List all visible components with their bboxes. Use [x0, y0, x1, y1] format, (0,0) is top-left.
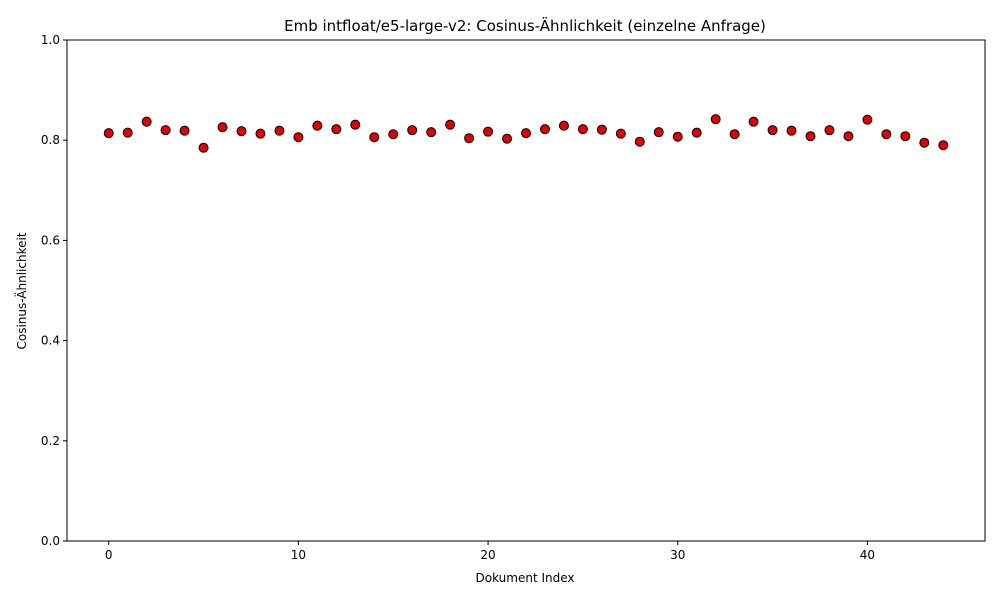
data-point: [539, 124, 550, 135]
data-point: [767, 125, 778, 136]
data-point: [729, 129, 740, 140]
x-tick-label: 20: [480, 548, 495, 562]
data-point: [369, 132, 380, 143]
y-tick-label: 0.2: [41, 434, 60, 448]
data-point: [558, 120, 569, 131]
data-point: [615, 128, 626, 139]
data-point: [388, 129, 399, 140]
data-points: [103, 114, 949, 153]
data-point: [312, 120, 323, 131]
data-point: [596, 124, 607, 135]
data-point: [881, 129, 892, 140]
data-point: [122, 127, 133, 138]
axes-frame: [66, 39, 986, 542]
y-tick-label: 0.4: [41, 334, 60, 348]
data-point: [710, 114, 721, 125]
y-tick-label: 0.0: [41, 534, 60, 548]
data-point: [160, 125, 171, 136]
data-point: [350, 119, 361, 130]
data-point: [824, 125, 835, 136]
x-axis: 0 10 20 30 40: [105, 541, 875, 562]
data-point: [464, 133, 475, 144]
data-point: [103, 128, 114, 139]
y-tick-label: 0.8: [41, 133, 60, 147]
data-point: [900, 131, 911, 142]
data-point: [198, 142, 209, 153]
data-point: [577, 124, 588, 135]
x-tick-label: 40: [860, 548, 875, 562]
x-axis-label: Dokument Index: [476, 571, 575, 585]
data-point: [274, 125, 285, 136]
data-point: [634, 136, 645, 147]
data-point: [786, 125, 797, 136]
data-point: [919, 137, 930, 148]
x-tick-label: 30: [670, 548, 685, 562]
data-point: [691, 127, 702, 138]
y-tick-label: 1.0: [41, 33, 60, 47]
data-point: [217, 122, 228, 133]
data-point: [426, 127, 437, 138]
data-point: [862, 114, 873, 125]
y-tick-label: 0.6: [41, 233, 60, 247]
x-tick-label: 10: [291, 548, 306, 562]
data-point: [141, 116, 152, 127]
data-point: [672, 131, 683, 142]
data-point: [748, 116, 759, 127]
y-axis: 0.0 0.2 0.4 0.6 0.8 1.0: [41, 33, 67, 548]
data-point: [653, 127, 664, 138]
data-point: [502, 133, 513, 144]
data-point: [521, 128, 531, 139]
data-point: [938, 140, 949, 151]
data-point: [483, 126, 494, 137]
data-point: [179, 125, 190, 136]
data-point: [445, 119, 456, 130]
data-point: [255, 128, 266, 139]
data-point: [407, 125, 418, 136]
data-point: [843, 131, 854, 142]
x-tick-label: 0: [105, 548, 113, 562]
data-point: [236, 126, 247, 137]
data-point: [805, 131, 816, 142]
y-axis-label: Cosinus-Ähnlichkeit: [14, 232, 29, 349]
data-point: [293, 132, 304, 143]
data-point: [331, 124, 342, 135]
chart-title: Emb intfloat/e5-large-v2: Cosinus-Ähnlic…: [284, 16, 766, 35]
